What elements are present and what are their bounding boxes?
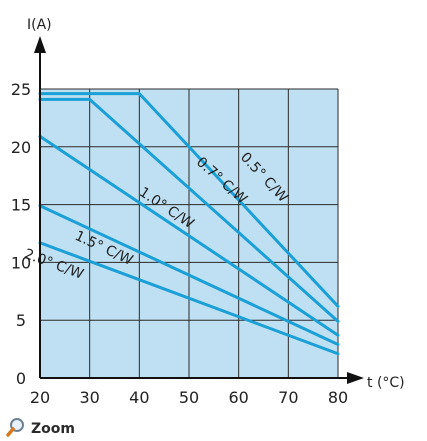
magnifier-icon (6, 417, 26, 441)
y-axis-label: I(A) (27, 17, 52, 33)
x-tick-label: 70 (278, 388, 298, 407)
y-tick-labels: 0 5 10 15 20 25 (11, 80, 31, 388)
zoom-link[interactable]: Zoom (6, 417, 75, 441)
zoom-label: Zoom (31, 421, 75, 437)
y-tick-label: 0 (16, 369, 26, 388)
x-tick-label: 40 (129, 388, 149, 407)
x-tick-label: 80 (328, 388, 348, 407)
y-tick-label: 15 (11, 196, 31, 215)
series-line-4 (38, 241, 340, 356)
axes (34, 36, 364, 384)
x-axis-label: t (°C) (367, 375, 405, 391)
y-tick-label: 5 (16, 311, 26, 330)
series-line-0 (38, 92, 340, 308)
y-tick-label: 25 (11, 80, 31, 99)
y-axis-arrow (34, 36, 46, 53)
series-line-3 (38, 204, 340, 346)
series-lines (38, 92, 340, 356)
series-line-2 (38, 134, 340, 337)
x-tick-label: 50 (179, 388, 199, 407)
x-axis-arrow (347, 372, 364, 384)
x-tick-label: 30 (79, 388, 99, 407)
x-tick-label: 60 (228, 388, 248, 407)
series-line-1 (38, 97, 340, 323)
x-tick-label: 20 (30, 388, 50, 407)
y-tick-label: 20 (11, 138, 31, 157)
x-tick-labels: 20 30 40 50 60 70 80 (30, 388, 348, 407)
y-tick-label: 10 (11, 253, 31, 272)
